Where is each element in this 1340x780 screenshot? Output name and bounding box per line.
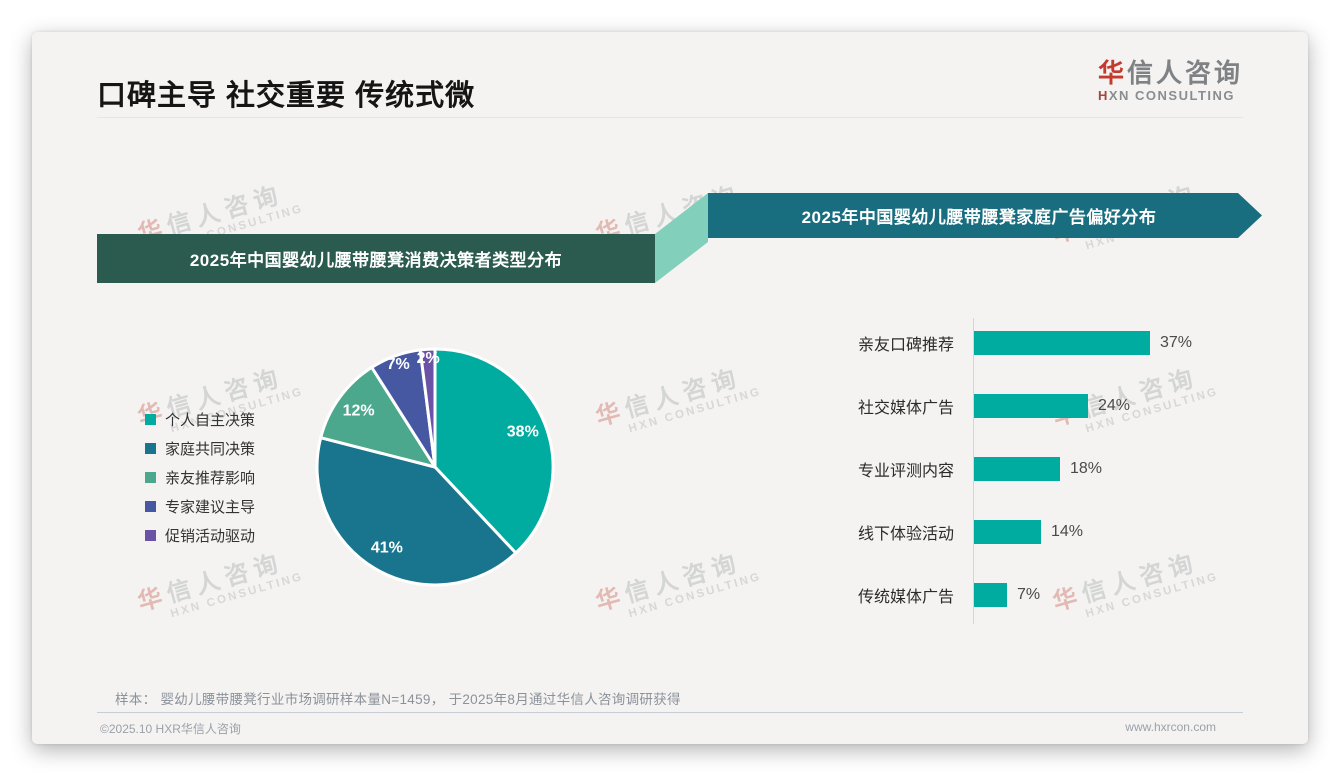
brand-logo-zh-accent: 华	[1097, 58, 1127, 88]
pie-slice-4	[418, 347, 437, 469]
footer-website: www.hxrcon.com	[1125, 720, 1216, 734]
legend-label-3: 专家建议主导	[165, 499, 256, 516]
legend-item-1: 家庭共同决策	[145, 434, 255, 463]
brand-logo-zh: 华信人咨询	[1098, 58, 1243, 88]
bar-chart-axis	[973, 318, 974, 624]
bar-category-label-1: 社交媒体广告	[858, 400, 955, 417]
legend-swatch-4	[145, 530, 156, 541]
banner-connector-ribbon	[655, 193, 708, 283]
brand-watermark-2-2: 华信人咨询 HXN CONSULTING	[1049, 549, 1220, 621]
legend-label-1: 家庭共同决策	[165, 441, 256, 458]
legend-item-0: 个人自主决策	[145, 405, 255, 434]
bar-value-label-2: 18%	[1070, 460, 1103, 477]
legend-label-2: 亲友推荐影响	[165, 470, 256, 487]
bar-category-label-4: 传统媒体广告	[858, 589, 955, 606]
sample-footnote: 样本： 婴幼儿腰带腰凳行业市场调研样本量N=1459， 于2025年8月通过华信…	[115, 692, 681, 707]
page-title: 口碑主导 社交重要 传统式微	[97, 80, 476, 112]
bar-row-1: 社交媒体广告 24%	[858, 393, 1130, 419]
bar-value-label-1: 24%	[1098, 397, 1131, 414]
legend-swatch-2	[145, 472, 156, 483]
bar-value-label-3: 14%	[1051, 523, 1084, 540]
footer-divider	[97, 712, 1243, 713]
legend-item-2: 亲友推荐影响	[145, 463, 255, 492]
brand-logo-en-rest: XN CONSULTING	[1108, 88, 1236, 103]
legend-label-4: 促销活动驱动	[165, 528, 256, 545]
legend-swatch-0	[145, 414, 156, 425]
legend-label-0: 个人自主决策	[165, 412, 256, 429]
legend-item-3: 专家建议主导	[145, 492, 255, 521]
brand-watermark-1-1: 华信人咨询 HXN CONSULTING	[592, 364, 763, 436]
footer-copyright: ©2025.10 HXR华信人咨询	[100, 722, 241, 736]
pie-label-0: 38%	[507, 423, 539, 440]
pie-slice-1	[315, 436, 518, 587]
pie-legend: 个人自主决策 家庭共同决策 亲友推荐影响 专家建议主导 促销活动驱动	[145, 405, 255, 550]
legend-item-4: 促销活动驱动	[145, 521, 255, 550]
bar-2	[974, 457, 1060, 481]
brand-watermark-2-0: 华信人咨询 HXN CONSULTING	[134, 549, 305, 621]
brand-logo: 华信人咨询 HXN CONSULTING	[1098, 58, 1243, 104]
bar-row-4: 传统媒体广告 7%	[858, 582, 1040, 608]
bar-4	[974, 583, 1007, 607]
bar-1	[974, 394, 1088, 418]
brand-logo-en: HXN CONSULTING	[1098, 88, 1243, 104]
bar-3	[974, 520, 1041, 544]
pie-label-3: 7%	[387, 356, 410, 373]
bar-row-3: 线下体验活动 14%	[858, 519, 1083, 545]
bar-row-2: 专业评测内容 18%	[858, 456, 1102, 482]
legend-swatch-1	[145, 443, 156, 454]
pie-chart: 38% 41% 12% 7% 2%	[315, 347, 555, 587]
brand-logo-zh-rest: 信人咨询	[1126, 58, 1243, 88]
pie-chart-banner: 2025年中国婴幼儿腰带腰凳消费决策者类型分布	[97, 234, 655, 283]
pie-label-4: 2%	[417, 350, 440, 367]
bar-category-label-3: 线下体验活动	[858, 526, 955, 543]
bar-value-label-4: 7%	[1017, 586, 1041, 603]
bar-row-0: 亲友口碑推荐 37%	[858, 330, 1192, 356]
header-divider	[97, 117, 1243, 118]
pie-slice-2	[319, 365, 437, 469]
brand-logo-en-accent: H	[1097, 88, 1109, 103]
pie-label-1: 41%	[371, 540, 403, 557]
bar-0	[974, 331, 1150, 355]
bar-chart-banner: 2025年中国婴幼儿腰带腰凳家庭广告偏好分布	[708, 193, 1262, 238]
pie-slice-0	[433, 347, 555, 555]
bar-value-label-0: 37%	[1160, 334, 1193, 351]
brand-watermark-2-1: 华信人咨询 HXN CONSULTING	[592, 549, 763, 621]
bar-chart-banner-label: 2025年中国婴幼儿腰带腰凳家庭广告偏好分布	[801, 208, 1157, 227]
pie-chart-banner-label: 2025年中国婴幼儿腰带腰凳消费决策者类型分布	[189, 251, 563, 270]
legend-swatch-3	[145, 501, 156, 512]
pie-label-2: 12%	[343, 403, 375, 420]
bar-category-label-0: 亲友口碑推荐	[858, 337, 955, 354]
bar-category-label-2: 专业评测内容	[858, 463, 955, 480]
